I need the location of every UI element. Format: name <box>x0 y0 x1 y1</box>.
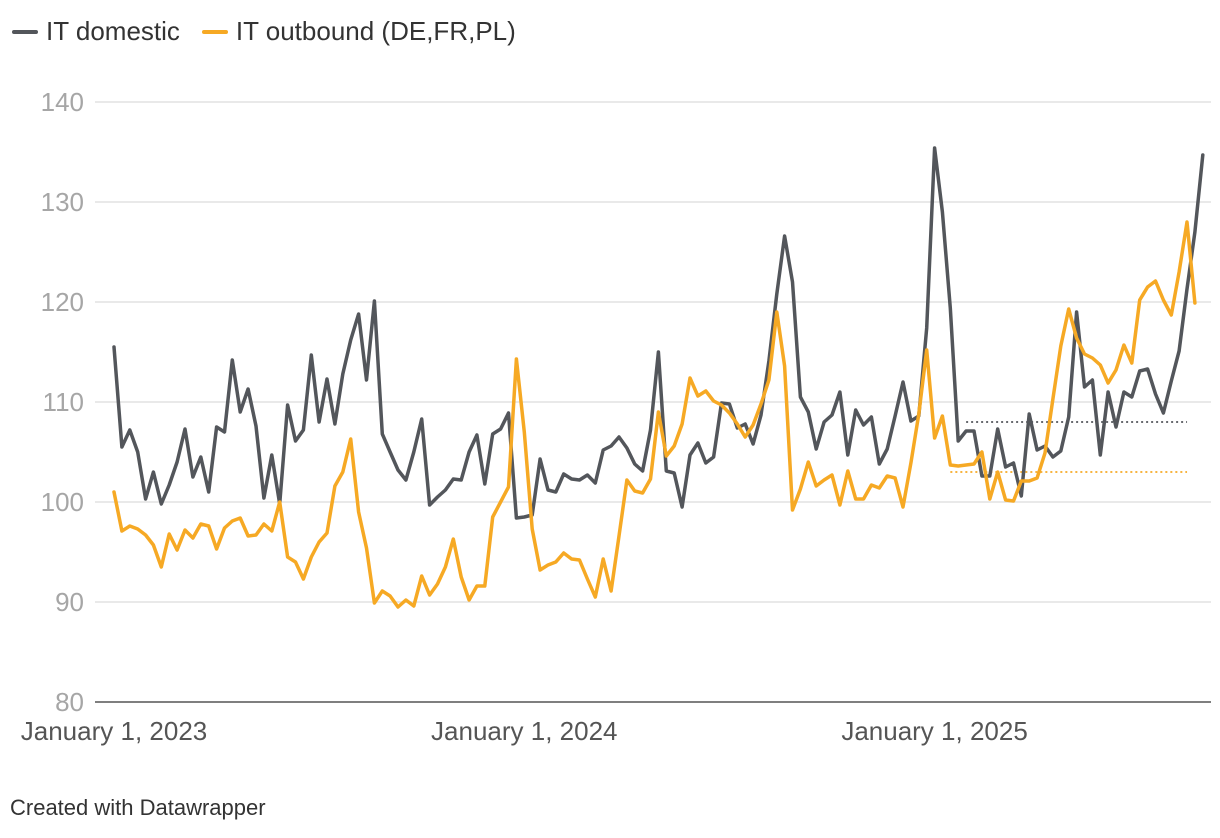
y-tick-label: 100 <box>41 487 84 517</box>
x-tick-label: January 1, 2023 <box>21 716 207 746</box>
legend-label: IT domestic <box>46 16 180 46</box>
legend: IT domestic IT outbound (DE,FR,PL) <box>12 16 538 47</box>
x-axis: January 1, 2023 January 1, 2024 January 1,… <box>21 716 1028 746</box>
legend-item-it-domestic[interactable]: IT domestic <box>12 16 180 47</box>
reference-lines <box>950 421 1188 473</box>
y-tick-label: 130 <box>41 187 84 217</box>
y-tick-label: 80 <box>55 687 84 717</box>
series-line-it-domestic <box>112 146 1205 520</box>
series-lines <box>112 146 1205 609</box>
legend-swatch-icon <box>201 29 228 34</box>
x-tick-label: January 1, 2024 <box>431 716 617 746</box>
y-tick-label: 120 <box>41 287 84 317</box>
y-tick-label: 140 <box>41 87 84 117</box>
legend-item-it-outbound[interactable]: IT outbound (DE,FR,PL) <box>201 16 516 47</box>
legend-label: IT outbound (DE,FR,PL) <box>235 16 516 46</box>
chart-credit: Created with Datawrapper <box>10 795 266 820</box>
series-line-it-outbound-de-fr-pl <box>112 220 1197 609</box>
x-tick-label: January 1, 2025 <box>841 716 1027 746</box>
y-axis: 80 90 100 110 120 130 140 <box>41 87 84 717</box>
legend-swatch-icon <box>12 29 38 34</box>
y-tick-label: 110 <box>43 387 84 417</box>
y-tick-label: 90 <box>55 587 84 617</box>
